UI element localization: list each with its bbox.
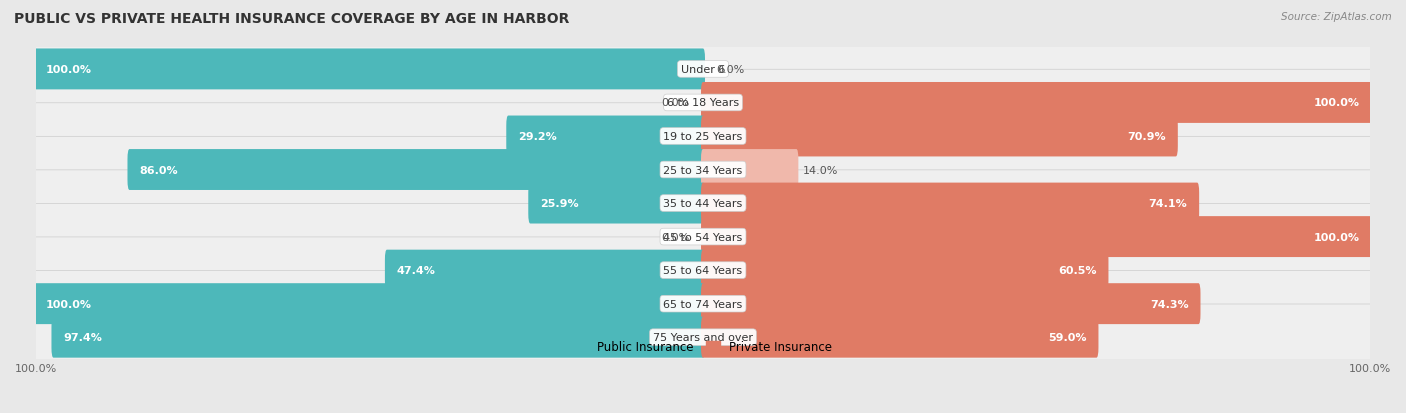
Text: 65 to 74 Years: 65 to 74 Years [664, 299, 742, 309]
FancyBboxPatch shape [506, 116, 704, 157]
Text: 29.2%: 29.2% [519, 132, 557, 142]
FancyBboxPatch shape [32, 237, 1374, 304]
Text: 47.4%: 47.4% [396, 266, 436, 275]
FancyBboxPatch shape [32, 271, 1374, 337]
Text: 60.5%: 60.5% [1057, 266, 1097, 275]
Text: 25 to 34 Years: 25 to 34 Years [664, 165, 742, 175]
Text: 86.0%: 86.0% [139, 165, 179, 175]
Text: 75 Years and over: 75 Years and over [652, 332, 754, 342]
Legend: Public Insurance, Private Insurance: Public Insurance, Private Insurance [568, 335, 838, 359]
Text: 70.9%: 70.9% [1128, 132, 1166, 142]
Text: 59.0%: 59.0% [1047, 332, 1087, 342]
Text: 6 to 18 Years: 6 to 18 Years [666, 98, 740, 108]
Text: PUBLIC VS PRIVATE HEALTH INSURANCE COVERAGE BY AGE IN HARBOR: PUBLIC VS PRIVATE HEALTH INSURANCE COVER… [14, 12, 569, 26]
Text: 19 to 25 Years: 19 to 25 Years [664, 132, 742, 142]
Text: 100.0%: 100.0% [1313, 232, 1360, 242]
Text: 74.1%: 74.1% [1149, 199, 1187, 209]
Text: 25.9%: 25.9% [540, 199, 579, 209]
FancyBboxPatch shape [702, 183, 1199, 224]
FancyBboxPatch shape [128, 150, 704, 190]
Text: 100.0%: 100.0% [46, 65, 93, 75]
FancyBboxPatch shape [32, 37, 1374, 103]
Text: 97.4%: 97.4% [63, 332, 103, 342]
Text: 0.0%: 0.0% [661, 98, 690, 108]
Text: 100.0%: 100.0% [46, 299, 93, 309]
Text: 0.0%: 0.0% [716, 65, 745, 75]
Text: 14.0%: 14.0% [803, 165, 838, 175]
FancyBboxPatch shape [702, 317, 1098, 358]
Text: 100.0%: 100.0% [1313, 98, 1360, 108]
Text: 55 to 64 Years: 55 to 64 Years [664, 266, 742, 275]
FancyBboxPatch shape [702, 116, 1178, 157]
FancyBboxPatch shape [702, 216, 1372, 257]
FancyBboxPatch shape [52, 317, 704, 358]
Text: 74.3%: 74.3% [1150, 299, 1188, 309]
FancyBboxPatch shape [34, 49, 704, 90]
Text: Source: ZipAtlas.com: Source: ZipAtlas.com [1281, 12, 1392, 22]
Text: 35 to 44 Years: 35 to 44 Years [664, 199, 742, 209]
FancyBboxPatch shape [702, 283, 1201, 324]
FancyBboxPatch shape [34, 283, 704, 324]
FancyBboxPatch shape [32, 171, 1374, 237]
Text: 45 to 54 Years: 45 to 54 Years [664, 232, 742, 242]
FancyBboxPatch shape [702, 250, 1108, 291]
FancyBboxPatch shape [702, 150, 799, 190]
FancyBboxPatch shape [702, 83, 1372, 123]
FancyBboxPatch shape [385, 250, 704, 291]
Text: Under 6: Under 6 [681, 65, 725, 75]
FancyBboxPatch shape [32, 70, 1374, 136]
FancyBboxPatch shape [32, 304, 1374, 370]
Text: 0.0%: 0.0% [661, 232, 690, 242]
FancyBboxPatch shape [32, 204, 1374, 270]
FancyBboxPatch shape [32, 104, 1374, 170]
FancyBboxPatch shape [32, 137, 1374, 203]
FancyBboxPatch shape [529, 183, 704, 224]
